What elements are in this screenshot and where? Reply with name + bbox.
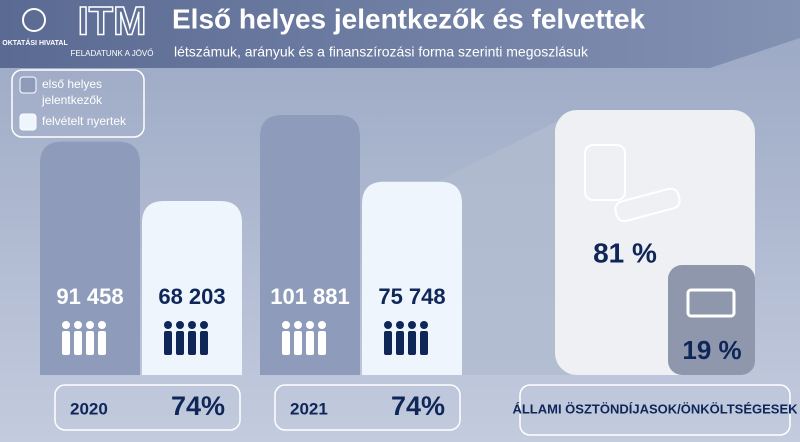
funding-label: ÁLLAMI ÖSZTÖNDÍJASOK/ÖNKÖLTSÉGESEK bbox=[512, 401, 798, 416]
connector bbox=[440, 115, 570, 375]
person-icon bbox=[408, 321, 416, 329]
person-icon bbox=[200, 331, 208, 355]
diploma-icon bbox=[614, 187, 681, 223]
ratio: 74% bbox=[391, 391, 445, 421]
person-icon bbox=[62, 331, 70, 355]
person-icon bbox=[384, 321, 392, 329]
motto: FELADATUNK A JÖVŐ bbox=[71, 49, 154, 58]
funding-value: 19 % bbox=[682, 335, 741, 365]
person-icon bbox=[318, 321, 326, 329]
person-icon bbox=[408, 331, 416, 355]
person-icon bbox=[98, 321, 106, 329]
person-icon bbox=[294, 321, 302, 329]
person-icon bbox=[396, 331, 404, 355]
title: Első helyes jelentkezők és felvettek bbox=[172, 3, 646, 34]
legend-label: első helyes jelentkezők bbox=[41, 77, 103, 107]
person-icon bbox=[86, 331, 94, 355]
person-icon bbox=[420, 321, 428, 329]
person-icon bbox=[62, 321, 70, 329]
bar-value: 75 748 bbox=[378, 284, 445, 309]
person-icon bbox=[384, 331, 392, 355]
person-icon bbox=[200, 321, 208, 329]
bar-value: 68 203 bbox=[158, 284, 225, 309]
person-icon bbox=[306, 321, 314, 329]
year: 2020 bbox=[70, 399, 108, 418]
person-icon bbox=[74, 321, 82, 329]
bar bbox=[260, 115, 360, 375]
year: 2021 bbox=[290, 399, 328, 418]
crest-icon bbox=[584, 144, 626, 201]
money-icon bbox=[686, 288, 736, 318]
subtitle: létszámuk, arányuk és a finanszírozási f… bbox=[174, 44, 589, 60]
person-icon bbox=[188, 321, 196, 329]
bar-value: 101 881 bbox=[270, 284, 350, 309]
bar-value: 91 458 bbox=[56, 284, 123, 309]
year-box bbox=[274, 384, 461, 431]
legend-swatch bbox=[19, 76, 37, 94]
person-icon bbox=[294, 331, 302, 355]
funding-value: 81 % bbox=[593, 237, 657, 268]
person-icon bbox=[176, 321, 184, 329]
header-band bbox=[0, 0, 800, 68]
person-icon bbox=[188, 331, 196, 355]
person-icon bbox=[396, 321, 404, 329]
legend bbox=[11, 69, 145, 138]
year-box bbox=[54, 384, 241, 431]
ratio: 74% bbox=[171, 391, 225, 421]
person-icon bbox=[282, 321, 290, 329]
person-icon bbox=[74, 331, 82, 355]
legend-swatch bbox=[19, 113, 37, 131]
person-icon bbox=[176, 331, 184, 355]
person-icon bbox=[420, 331, 428, 355]
person-icon bbox=[282, 331, 290, 355]
bar bbox=[40, 141, 140, 375]
person-icon bbox=[98, 331, 106, 355]
person-icon bbox=[318, 331, 326, 355]
person-icon bbox=[164, 321, 172, 329]
org-name: OKTATÁSI HIVATAL bbox=[2, 38, 68, 47]
logo: ITM bbox=[78, 0, 147, 44]
legend-label: felvételt nyertek bbox=[42, 114, 127, 128]
person-icon bbox=[164, 331, 172, 355]
person-icon bbox=[306, 331, 314, 355]
person-icon bbox=[86, 321, 94, 329]
org-logo bbox=[22, 8, 46, 32]
funding-label-box bbox=[519, 384, 791, 436]
